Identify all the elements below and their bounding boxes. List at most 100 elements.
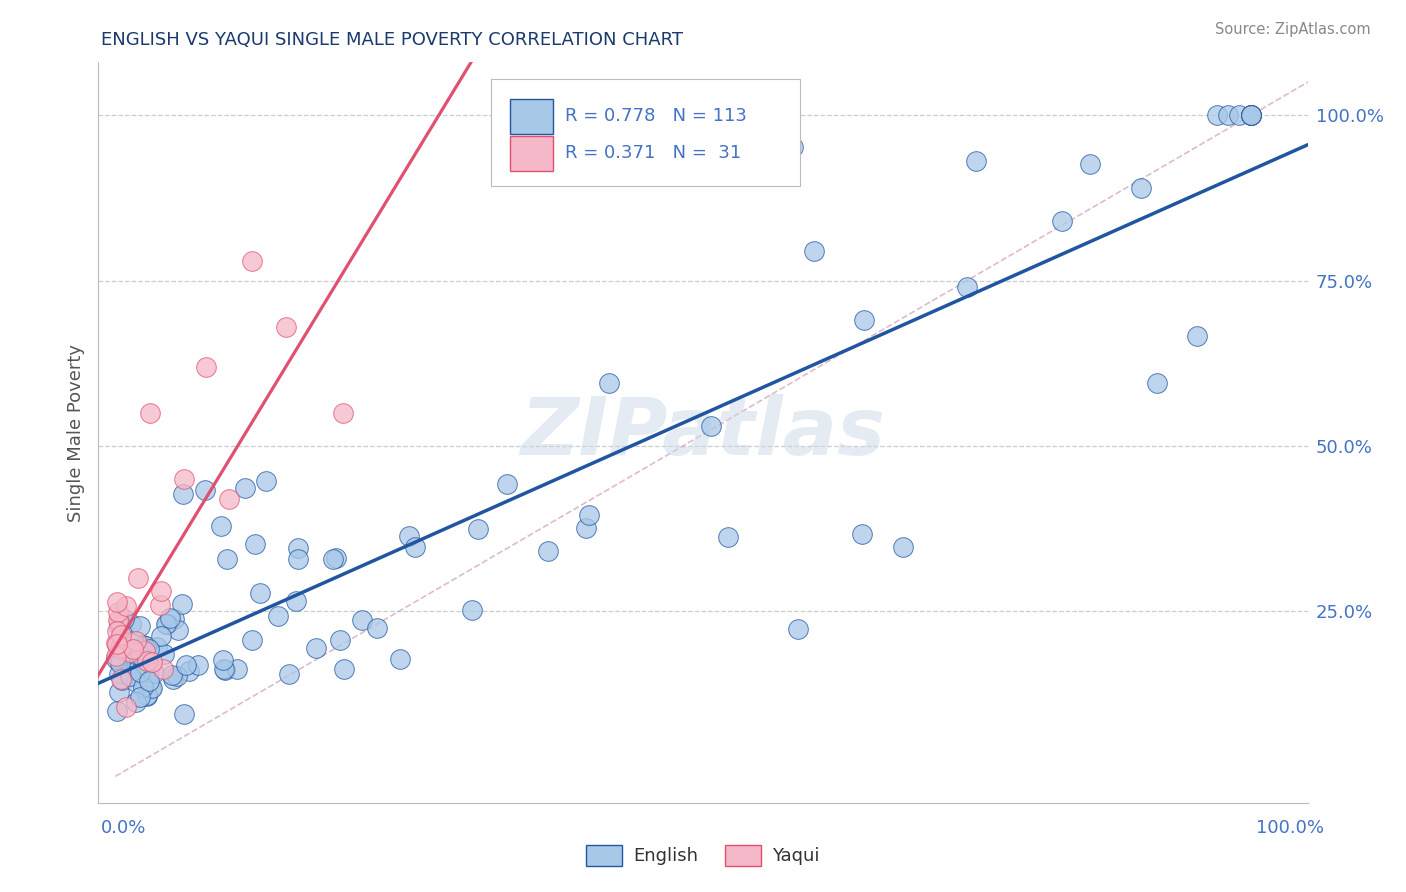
Point (138, 406, 160, 420)
Point (138, 674, 160, 689)
Point (173, 707, 195, 722)
Point (803, 244, 825, 259)
Text: 0.0%: 0.0% (101, 819, 146, 837)
Point (332, 406, 354, 420)
Point (135, 639, 157, 653)
Point (329, 632, 352, 647)
Point (1146, 376, 1168, 391)
Point (1216, 108, 1239, 122)
Point (105, 648, 128, 663)
Point (277, 667, 299, 681)
Point (173, 472, 195, 486)
Point (105, 636, 128, 650)
Point (366, 621, 388, 635)
Point (105, 636, 128, 650)
Point (114, 700, 136, 714)
Point (467, 523, 489, 537)
Point (107, 624, 129, 638)
Point (152, 662, 174, 676)
Point (118, 645, 141, 659)
Y-axis label: Single Male Poverty: Single Male Poverty (66, 343, 84, 522)
Point (267, 609, 290, 624)
Point (121, 634, 143, 648)
Point (1240, 108, 1263, 122)
Text: Source: ZipAtlas.com: Source: ZipAtlas.com (1215, 22, 1371, 37)
Point (138, 642, 160, 657)
Point (787, 622, 810, 636)
Point (124, 647, 146, 661)
Point (127, 571, 149, 585)
Text: R = 0.778   N = 113: R = 0.778 N = 113 (565, 107, 747, 125)
Point (122, 641, 145, 656)
Point (129, 665, 152, 679)
Point (114, 611, 136, 625)
Point (125, 695, 148, 709)
Point (114, 599, 136, 614)
Point (132, 640, 155, 654)
FancyBboxPatch shape (509, 99, 553, 134)
Point (111, 639, 134, 653)
Point (120, 617, 142, 632)
Point (135, 688, 157, 702)
Point (240, 253, 263, 268)
Point (209, 519, 232, 533)
Point (1240, 108, 1263, 122)
Point (108, 666, 131, 681)
Point (194, 483, 217, 497)
Point (162, 672, 184, 686)
Point (1240, 108, 1263, 122)
Point (127, 654, 149, 668)
Point (284, 594, 307, 608)
Point (108, 615, 131, 629)
Point (461, 603, 484, 617)
Point (132, 638, 155, 652)
Point (120, 669, 142, 683)
Point (496, 477, 519, 491)
Point (128, 690, 150, 704)
Point (138, 665, 160, 679)
Point (287, 552, 309, 566)
Point (287, 541, 309, 556)
Point (125, 657, 148, 672)
Point (322, 552, 344, 566)
Point (893, 540, 915, 554)
Point (174, 657, 197, 672)
Point (134, 644, 156, 658)
Point (1078, 157, 1101, 171)
Point (404, 540, 426, 554)
Point (215, 552, 238, 566)
Point (578, 508, 600, 522)
Point (1050, 213, 1073, 227)
Point (852, 313, 875, 327)
Point (105, 704, 128, 718)
Point (110, 672, 132, 686)
Point (956, 280, 979, 294)
Point (160, 668, 183, 682)
Point (125, 674, 148, 689)
Point (146, 640, 169, 654)
Point (141, 655, 163, 669)
Point (132, 644, 155, 658)
Point (132, 680, 155, 694)
Point (214, 663, 236, 677)
Point (135, 654, 157, 668)
Point (128, 619, 150, 633)
Point (149, 599, 172, 613)
Point (110, 641, 132, 656)
Point (233, 481, 256, 495)
Text: ENGLISH VS YAQUI SINGLE MALE POVERTY CORRELATION CHART: ENGLISH VS YAQUI SINGLE MALE POVERTY COR… (101, 31, 683, 49)
Point (782, 140, 804, 154)
Point (139, 681, 162, 695)
Point (153, 647, 176, 661)
Point (195, 359, 218, 374)
Text: R = 0.371   N =  31: R = 0.371 N = 31 (565, 144, 741, 161)
Point (170, 597, 193, 611)
Point (108, 685, 131, 699)
Point (150, 629, 173, 643)
Point (575, 521, 598, 535)
Point (136, 689, 159, 703)
Point (1240, 108, 1263, 122)
Point (104, 652, 127, 666)
Point (149, 584, 172, 599)
Point (212, 653, 235, 667)
